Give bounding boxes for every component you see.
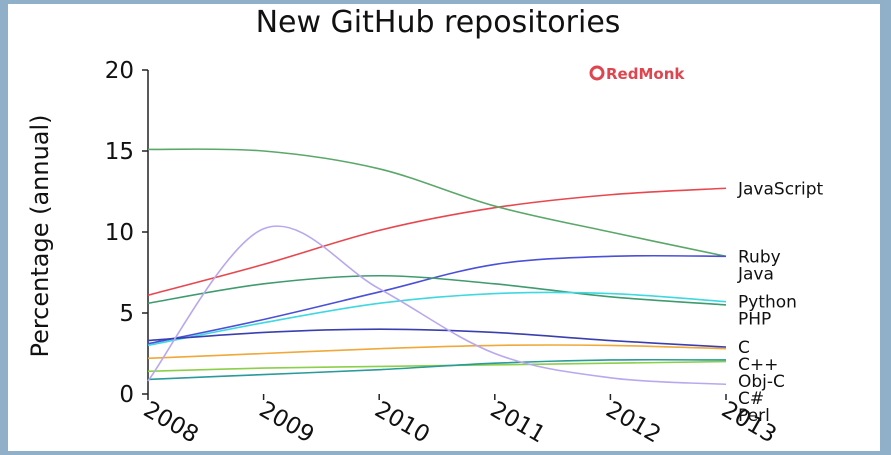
series-line-ruby [147,148,727,258]
redmonk-logo-icon [589,65,605,81]
series-line-javascript [147,187,727,296]
x-tick-label: 2010 [370,397,434,449]
x-tick-label: 2008 [139,397,203,449]
chart-frame: New GitHub repositories Percentage (annu… [8,4,880,451]
y-tick-label: 15 [105,139,134,165]
x-tick-label: 2009 [255,397,319,449]
series-line-c [147,328,727,348]
y-tick-label: 0 [119,382,134,408]
series-label-perl: Perl [738,406,770,426]
y-tick-label: 10 [105,220,134,246]
series-label-obj-c: Obj-C [738,372,785,392]
series-line-java [147,254,727,345]
series-label-java: Java [737,264,774,284]
series-label-ruby: Ruby [738,247,781,267]
series-line-perl [147,225,727,386]
series-line-cpp [147,344,727,360]
series-line-php [147,274,727,306]
series-label-cpp: C++ [738,355,778,375]
series-line-python [147,291,727,347]
x-tick-label: 2011 [486,397,550,449]
redmonk-logo: RedMonk [589,65,685,83]
chart-title: New GitHub repositories [256,5,621,40]
series-label-csharp: C# [738,389,764,409]
series-label-python: Python [738,293,797,313]
y-tick-label: 20 [105,58,134,84]
x-tick-label: 2012 [601,397,665,449]
line-chart: New GitHub repositories Percentage (annu… [26,5,824,448]
brand-name: RedMonk [606,65,685,83]
series-label-javascript: JavaScript [737,179,824,199]
series-label-c: C [738,338,750,358]
y-tick-label: 5 [119,301,134,327]
series-line-obj-c [147,358,727,381]
series-layer [147,148,727,386]
y-axis-label: Percentage (annual) [26,114,54,357]
series-label-php: PHP [738,310,771,330]
